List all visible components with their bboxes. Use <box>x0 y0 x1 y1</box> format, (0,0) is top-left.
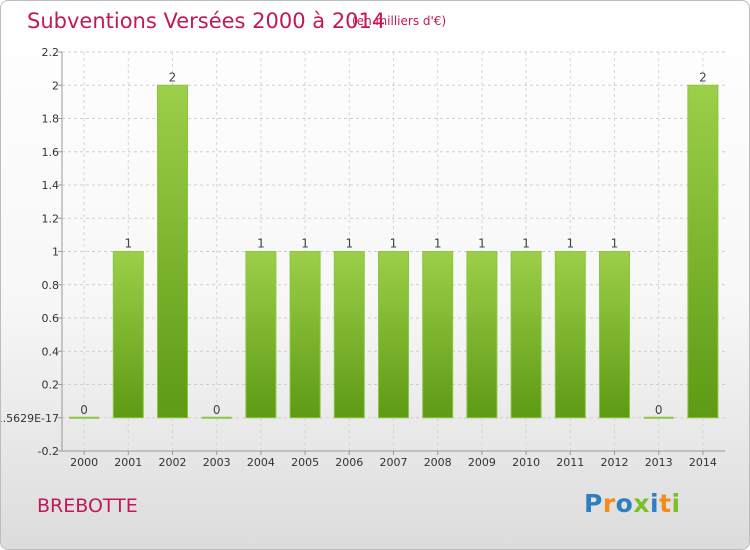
y-tick-label: 1.2 <box>42 212 60 225</box>
commune-name: BREBOTTE <box>37 495 138 517</box>
x-tick-label: 2010 <box>512 456 540 469</box>
y-tick-label: 2 <box>52 79 59 92</box>
bar <box>157 84 188 419</box>
y-tick-label: 0.4 <box>42 345 60 358</box>
x-tick-label: 2001 <box>114 456 142 469</box>
bar <box>245 251 277 419</box>
y-tick-label: 1.4 <box>42 179 60 192</box>
logo-letter: r <box>602 489 616 518</box>
data-label: 2 <box>169 70 177 84</box>
bar <box>554 251 586 419</box>
x-tick-label: 2004 <box>247 456 275 469</box>
data-label: 0 <box>655 403 663 417</box>
bar <box>599 251 630 419</box>
data-label: 1 <box>478 237 486 251</box>
bar <box>289 251 321 419</box>
data-label: 1 <box>390 237 398 251</box>
logo-letter: i <box>650 489 660 518</box>
logo-letter: i <box>671 489 681 518</box>
bar <box>378 251 409 419</box>
bar <box>112 251 144 419</box>
chart-subtitle: (en milliers d'€) <box>352 14 447 28</box>
y-tick-label: 0.6 <box>42 312 60 325</box>
bar <box>422 251 454 419</box>
data-label: 2 <box>699 70 707 84</box>
proxiti-logo: Proxiti <box>584 489 681 518</box>
y-tick-label: 0.2 <box>42 379 60 392</box>
data-label: 1 <box>301 237 309 251</box>
x-tick-label: 2011 <box>556 456 584 469</box>
data-label: 1 <box>434 237 442 251</box>
data-label: 1 <box>611 237 619 251</box>
bar <box>466 251 498 419</box>
data-label: 1 <box>257 237 265 251</box>
x-tick-label: 2005 <box>291 456 319 469</box>
y-tick-label: 1.6 <box>42 146 60 159</box>
x-tick-label: 2002 <box>159 456 187 469</box>
x-tick-label: 2012 <box>601 456 629 469</box>
logo-letter: o <box>615 489 634 518</box>
y-tick-label: 2.2 <box>42 46 60 59</box>
x-tick-label: 2003 <box>203 456 231 469</box>
x-tick-label: 2014 <box>689 456 717 469</box>
bar <box>510 251 542 419</box>
data-label: 1 <box>124 237 132 251</box>
data-label: 0 <box>80 403 88 417</box>
bar <box>687 84 719 419</box>
logo-letter: t <box>659 489 672 518</box>
y-tick-label: -0.2 <box>38 445 59 458</box>
x-tick-label: 2006 <box>335 456 363 469</box>
data-label: 1 <box>345 237 353 251</box>
y-tick-label: -1.5629E-17 <box>1 412 59 425</box>
data-label: 1 <box>522 237 530 251</box>
x-tick-label: 2000 <box>70 456 98 469</box>
data-label: 1 <box>566 237 574 251</box>
chart-title: Subventions Versées 2000 à 2014 <box>27 9 386 33</box>
logo-letter: x <box>633 489 650 518</box>
y-tick-label: 1 <box>52 246 59 259</box>
logo-letter: P <box>584 489 603 518</box>
data-label: 0 <box>213 403 221 417</box>
y-tick-label: 0.8 <box>42 279 60 292</box>
y-tick-label: 1.8 <box>42 113 60 126</box>
bar <box>333 251 365 419</box>
x-tick-label: 2007 <box>380 456 408 469</box>
x-tick-label: 2013 <box>645 456 673 469</box>
x-tick-label: 2009 <box>468 456 496 469</box>
x-tick-label: 2008 <box>424 456 452 469</box>
